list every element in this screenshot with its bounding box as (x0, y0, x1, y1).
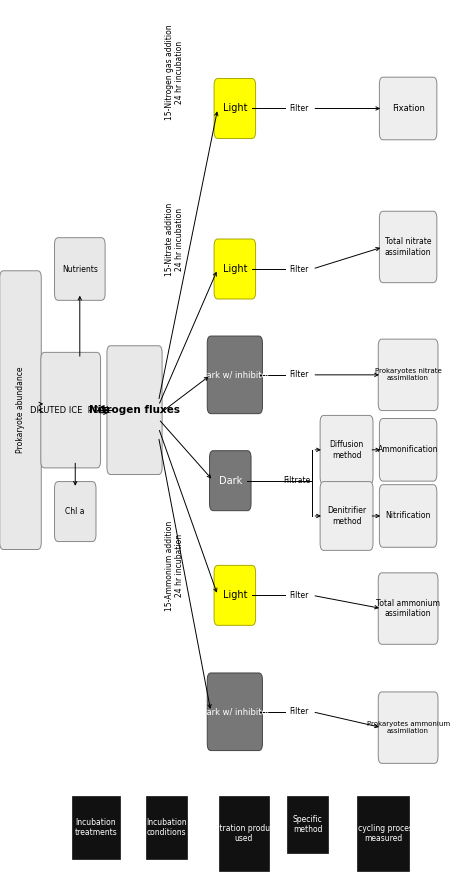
FancyBboxPatch shape (72, 796, 119, 859)
FancyBboxPatch shape (379, 485, 436, 547)
Text: Filter: Filter (288, 104, 308, 113)
FancyBboxPatch shape (379, 212, 436, 282)
FancyBboxPatch shape (379, 419, 436, 482)
FancyBboxPatch shape (287, 796, 328, 854)
FancyBboxPatch shape (319, 482, 372, 550)
FancyBboxPatch shape (41, 352, 100, 467)
Text: Dark w/ inhibitor: Dark w/ inhibitor (199, 707, 269, 716)
FancyBboxPatch shape (378, 339, 437, 411)
Text: Incubation
treatments: Incubation treatments (74, 818, 117, 837)
FancyBboxPatch shape (214, 78, 255, 138)
FancyBboxPatch shape (319, 415, 372, 484)
Text: Light: Light (222, 103, 247, 114)
Text: Nutrients: Nutrients (62, 265, 97, 273)
Text: Filter: Filter (288, 591, 308, 600)
Text: Filter: Filter (288, 370, 308, 379)
FancyBboxPatch shape (214, 565, 255, 625)
Text: Filtration product
used: Filtration product used (210, 824, 277, 843)
Text: Ammonification: Ammonification (377, 445, 437, 454)
FancyBboxPatch shape (379, 77, 436, 139)
Text: Light: Light (222, 590, 247, 601)
FancyBboxPatch shape (378, 573, 437, 644)
Text: Nitrogen fluxes: Nitrogen fluxes (89, 405, 180, 415)
Text: Prokaryotes ammonium
assimilation: Prokaryotes ammonium assimilation (366, 721, 449, 734)
Text: Prokaryote abundance: Prokaryote abundance (16, 367, 25, 453)
Text: Light: Light (222, 264, 247, 274)
Text: DILUTED ICE  POOL: DILUTED ICE POOL (30, 406, 111, 415)
Text: 15-Ammonium addition
24 hr incubation: 15-Ammonium addition 24 hr incubation (165, 520, 184, 610)
FancyBboxPatch shape (207, 336, 262, 414)
FancyBboxPatch shape (146, 796, 187, 859)
FancyBboxPatch shape (214, 239, 255, 299)
Text: Denitrifier
method: Denitrifier method (326, 506, 365, 526)
Text: 15-Nitrate addition
24 hr incubation: 15-Nitrate addition 24 hr incubation (165, 203, 184, 276)
FancyBboxPatch shape (218, 796, 268, 871)
Text: Incubation
conditions: Incubation conditions (146, 818, 187, 837)
FancyBboxPatch shape (55, 238, 105, 300)
Text: Fixation: Fixation (391, 104, 424, 113)
FancyBboxPatch shape (209, 451, 250, 511)
Text: Filter: Filter (288, 707, 308, 716)
Text: Prokaryotes nitrate
assimilation: Prokaryotes nitrate assimilation (374, 369, 440, 381)
Text: Nitrification: Nitrification (384, 512, 430, 520)
FancyBboxPatch shape (0, 271, 41, 549)
Text: Specific
method: Specific method (292, 815, 322, 834)
Text: 15-Nitrogen gas addition
24 hr incubation: 15-Nitrogen gas addition 24 hr incubatio… (165, 25, 184, 120)
FancyBboxPatch shape (356, 796, 409, 871)
Text: Total ammonium
assimilation: Total ammonium assimilation (375, 599, 439, 618)
Text: Dark: Dark (218, 475, 241, 486)
Text: Total nitrate
assimilation: Total nitrate assimilation (384, 237, 430, 257)
Text: Chl a: Chl a (66, 507, 85, 516)
FancyBboxPatch shape (378, 691, 437, 764)
Text: Dark w/ inhibitor: Dark w/ inhibitor (199, 370, 269, 379)
Text: Filter: Filter (288, 265, 308, 273)
Text: Diffusion
method: Diffusion method (329, 440, 363, 460)
Text: Filtrate: Filtrate (283, 476, 310, 485)
FancyBboxPatch shape (207, 673, 262, 751)
FancyBboxPatch shape (106, 346, 162, 475)
FancyBboxPatch shape (55, 482, 96, 542)
Text: N cycling process
measured: N cycling process measured (349, 824, 415, 843)
